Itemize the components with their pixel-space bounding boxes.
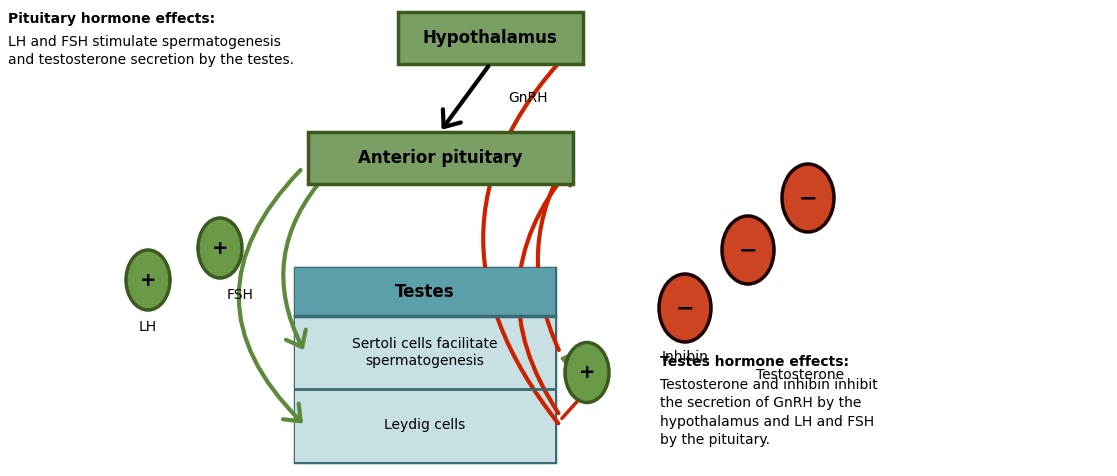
- Text: Testes: Testes: [395, 283, 455, 301]
- Text: +: +: [212, 238, 228, 258]
- Bar: [295, 268, 555, 462]
- Text: FSH: FSH: [227, 288, 254, 302]
- FancyArrowPatch shape: [284, 175, 326, 347]
- Ellipse shape: [659, 274, 712, 342]
- Ellipse shape: [782, 164, 834, 232]
- Bar: [398, 12, 582, 64]
- Text: Anterior pituitary: Anterior pituitary: [357, 149, 523, 167]
- Text: −: −: [738, 240, 757, 260]
- Ellipse shape: [565, 343, 609, 403]
- FancyArrowPatch shape: [443, 66, 488, 127]
- Text: Testes hormone effects:: Testes hormone effects:: [660, 355, 849, 369]
- Bar: [295, 268, 555, 316]
- Text: −: −: [799, 188, 818, 208]
- FancyArrowPatch shape: [537, 153, 573, 350]
- Bar: [295, 316, 555, 389]
- Ellipse shape: [198, 218, 242, 278]
- Ellipse shape: [722, 216, 774, 284]
- Text: Inhibin: Inhibin: [661, 350, 708, 364]
- Text: Testosterone: Testosterone: [756, 368, 844, 382]
- Text: LH and FSH stimulate spermatogenesis
and testosterone secretion by the testes.: LH and FSH stimulate spermatogenesis and…: [8, 35, 294, 68]
- Text: GnRH: GnRH: [508, 91, 547, 105]
- Text: −: −: [676, 298, 695, 318]
- Text: Sertoli cells facilitate
spermatogenesis: Sertoli cells facilitate spermatogenesis: [352, 337, 498, 367]
- FancyArrowPatch shape: [563, 351, 576, 371]
- Bar: [307, 132, 573, 184]
- Ellipse shape: [126, 250, 170, 310]
- FancyArrowPatch shape: [518, 168, 571, 413]
- Text: Leydig cells: Leydig cells: [384, 418, 466, 433]
- Text: Hypothalamus: Hypothalamus: [422, 29, 557, 47]
- Text: Pituitary hormone effects:: Pituitary hormone effects:: [8, 12, 216, 26]
- FancyArrowPatch shape: [239, 170, 300, 421]
- Text: +: +: [140, 270, 156, 289]
- Text: Testosterone and inhibin inhibit
the secretion of GnRH by the
hypothalamus and L: Testosterone and inhibin inhibit the sec…: [660, 378, 878, 447]
- Bar: [295, 389, 555, 462]
- FancyArrowPatch shape: [562, 393, 585, 418]
- Text: LH: LH: [139, 320, 157, 334]
- Text: +: +: [579, 363, 595, 382]
- FancyArrowPatch shape: [484, 42, 579, 423]
